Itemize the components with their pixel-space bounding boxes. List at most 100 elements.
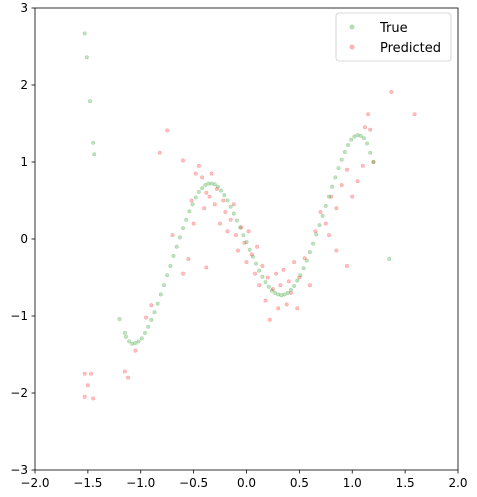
y-tick-label: −2	[10, 386, 28, 400]
point-predicted	[200, 175, 205, 180]
point-predicted	[313, 229, 318, 234]
point-predicted	[252, 271, 258, 276]
point-true	[152, 310, 157, 315]
point-true	[203, 183, 208, 188]
point-predicted	[246, 229, 251, 234]
point-predicted	[244, 260, 249, 265]
point-predicted	[181, 158, 186, 163]
point-true	[361, 136, 366, 141]
point-true	[181, 226, 186, 231]
point-predicted	[323, 221, 328, 226]
point-predicted	[82, 371, 87, 376]
x-tick-label: −1.5	[73, 476, 102, 490]
point-predicted	[218, 221, 223, 226]
point-predicted	[297, 275, 302, 280]
point-true	[234, 218, 240, 223]
point-predicted	[255, 244, 260, 249]
point-predicted	[181, 271, 186, 276]
point-predicted	[334, 248, 339, 253]
point-true	[244, 240, 249, 245]
point-predicted	[212, 202, 217, 207]
point-true	[365, 141, 370, 146]
point-predicted	[344, 263, 350, 269]
point-true	[228, 204, 233, 209]
point-true	[206, 181, 211, 186]
x-tick-label: 0.5	[290, 476, 309, 490]
point-predicted	[334, 206, 339, 211]
point-true	[231, 211, 236, 216]
legend-marker-predicted	[349, 44, 355, 50]
point-true	[209, 181, 214, 186]
point-true	[387, 256, 392, 262]
point-predicted	[225, 229, 230, 234]
point-predicted	[286, 279, 291, 284]
point-predicted	[362, 125, 367, 130]
point-predicted	[270, 287, 275, 292]
point-predicted	[91, 396, 96, 401]
point-true	[269, 288, 274, 293]
point-true	[345, 143, 351, 148]
point-predicted	[355, 179, 360, 184]
point-true	[288, 287, 293, 292]
point-predicted	[249, 252, 254, 257]
point-predicted	[204, 265, 209, 270]
point-predicted	[85, 383, 90, 388]
point-true	[171, 253, 176, 258]
point-true	[352, 134, 357, 139]
point-true	[123, 334, 128, 339]
y-tick-label: 2	[20, 78, 28, 92]
plot-area	[82, 31, 417, 401]
point-predicted	[209, 171, 214, 176]
point-true	[91, 140, 96, 145]
point-true	[257, 268, 262, 273]
point-true	[333, 175, 338, 180]
point-true	[330, 184, 335, 189]
x-tick-label: 0.0	[237, 476, 256, 490]
point-predicted	[389, 89, 394, 94]
point-true	[304, 258, 309, 263]
series-true	[82, 31, 392, 346]
y-tick-label: 1	[20, 155, 28, 169]
point-true	[225, 198, 230, 203]
point-predicted	[186, 256, 191, 262]
point-predicted	[221, 198, 226, 203]
legend-marker-true	[349, 24, 355, 30]
point-predicted	[157, 150, 162, 155]
point-true	[336, 166, 341, 171]
point-true	[200, 186, 205, 191]
point-true	[215, 184, 220, 189]
y-tick-label: 0	[20, 232, 28, 246]
point-predicted	[288, 290, 293, 295]
point-predicted	[235, 248, 241, 253]
point-true	[212, 182, 217, 187]
point-true	[368, 150, 373, 155]
point-true	[117, 317, 122, 322]
point-true	[253, 261, 259, 266]
point-true	[317, 223, 322, 228]
y-tick-label: −1	[10, 309, 28, 323]
point-true	[273, 290, 278, 295]
legend-label-predicted: Predicted	[380, 41, 441, 56]
point-true	[292, 283, 297, 289]
point-true	[84, 55, 89, 60]
point-true	[190, 202, 195, 207]
x-tick-label: −0.5	[179, 476, 208, 490]
point-true	[314, 232, 319, 237]
point-true	[371, 159, 376, 165]
point-true	[149, 317, 154, 322]
point-predicted	[360, 163, 365, 168]
x-tick-label: 1.0	[343, 476, 362, 490]
point-predicted	[326, 233, 332, 238]
point-predicted	[143, 315, 149, 320]
point-predicted	[204, 190, 209, 195]
point-predicted	[233, 233, 238, 238]
point-predicted	[257, 283, 262, 288]
point-predicted	[339, 183, 344, 188]
point-predicted	[368, 127, 373, 132]
point-predicted	[242, 240, 247, 245]
point-predicted	[165, 128, 170, 133]
legend-box	[335, 12, 452, 62]
point-true	[279, 293, 284, 298]
point-true	[168, 263, 173, 269]
